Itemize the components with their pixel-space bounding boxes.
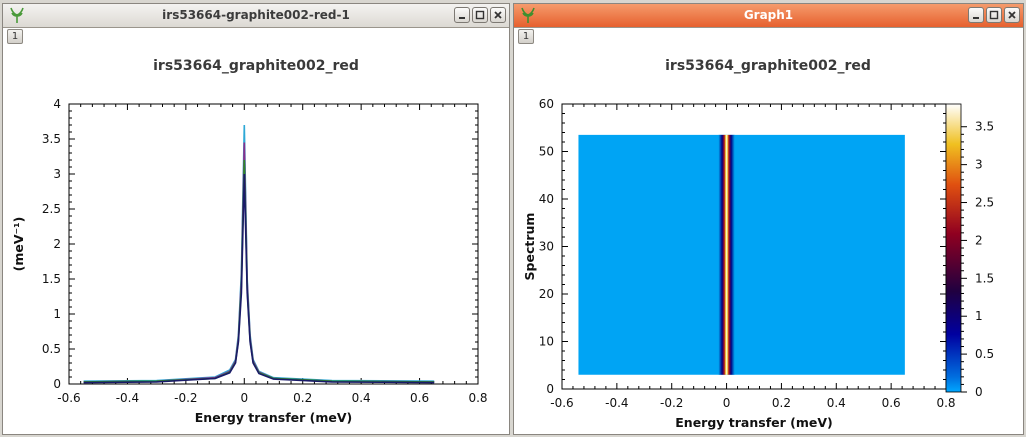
x-tick-label: -0.6 [550, 396, 573, 410]
x-tick-label: 0.4 [352, 391, 371, 405]
y-tick-label: 60 [539, 97, 554, 111]
x-tick-label: 0.2 [293, 391, 312, 405]
x-tick-label: 0 [240, 391, 248, 405]
y-tick-label: 3.5 [42, 132, 61, 146]
x-tick-label: 0.6 [410, 391, 429, 405]
y-tick-label: 10 [539, 335, 554, 349]
chart-title: irs53664_graphite002_red [153, 58, 359, 74]
minimize-button[interactable] [454, 7, 470, 23]
colorbar-tick-label: 0.5 [975, 347, 994, 361]
x-axis-label: Energy transfer (meV) [675, 415, 832, 430]
mantid-logo-icon [10, 7, 24, 23]
colorbar-tick-label: 1.5 [975, 271, 994, 285]
y-tick-label: 4 [53, 97, 61, 111]
layer-tab[interactable]: 1 [7, 29, 23, 44]
y-tick-label: 0 [53, 377, 61, 391]
x-tick-label: 0.6 [882, 396, 901, 410]
minimize-button[interactable] [968, 7, 984, 23]
colorbar-tick-label: 3.5 [975, 120, 994, 134]
y-tick-label: 50 [539, 145, 554, 159]
window-title: irs53664-graphite002-red-1 [162, 8, 350, 22]
x-tick-label: -0.4 [605, 396, 628, 410]
series-line-2 [83, 142, 435, 383]
close-icon [1008, 11, 1016, 19]
y-tick-label: 2 [53, 237, 61, 251]
line-plot[interactable]: irs53664_graphite002_red Energy transfer … [3, 4, 509, 434]
x-tick-label: -0.6 [57, 391, 80, 405]
x-tick-label: 0.8 [468, 391, 487, 405]
x-tick-label: 0.4 [827, 396, 846, 410]
y-axis-label: (meV⁻¹) [11, 217, 26, 272]
y-tick-label: 1 [53, 307, 61, 321]
minimize-icon [459, 17, 465, 19]
heatmap-ridge [718, 134, 735, 375]
x-tick-label: 0.2 [772, 396, 791, 410]
x-tick-label: -0.2 [660, 396, 683, 410]
close-icon [494, 11, 502, 19]
x-axis-label: Energy transfer (meV) [195, 410, 352, 425]
colorbar-tick-label: 1 [975, 309, 983, 323]
y-tick-label: 2.5 [42, 202, 61, 216]
series-line-1 [83, 124, 435, 382]
plot-window-1: irs53664-graphite002-red-1 1 irs53664_gr… [2, 3, 510, 435]
y-tick-label: 0.5 [42, 342, 61, 356]
x-tick-label: -0.2 [174, 391, 197, 405]
maximize-icon [989, 10, 999, 20]
layer-tab[interactable]: 1 [518, 29, 534, 44]
title-bar[interactable]: Graph1 [514, 4, 1023, 28]
x-tick-label: 0.8 [936, 396, 955, 410]
plot-window-2: Graph1 1 irs53664_graphite002_red Energy … [513, 3, 1024, 435]
y-tick-label: 1.5 [42, 272, 61, 286]
close-button[interactable] [1004, 7, 1020, 23]
y-tick-label: 40 [539, 192, 554, 206]
y-tick-label: 3 [53, 167, 61, 181]
y-tick-label: 30 [539, 240, 554, 254]
colorbar-tick-label: 2 [975, 233, 983, 247]
maximize-button[interactable] [986, 7, 1002, 23]
title-bar[interactable]: irs53664-graphite002-red-1 [3, 4, 509, 28]
colorbar [945, 103, 962, 393]
mantid-logo-icon [521, 7, 535, 23]
plot-frame [68, 103, 479, 385]
x-tick-label: 0 [723, 396, 731, 410]
series-line-3 [83, 159, 435, 383]
colorfill-plot[interactable]: irs53664_graphite002_red Energy transfer … [514, 4, 1023, 434]
heatmap-background [578, 134, 905, 375]
y-tick-label: 20 [539, 287, 554, 301]
y-axis-label: Spectrum [522, 213, 537, 281]
close-button[interactable] [490, 7, 506, 23]
window-title: Graph1 [743, 8, 794, 22]
colorbar-tick-label: 0 [975, 385, 983, 399]
minimize-icon [973, 17, 979, 19]
colorbar-tick-label: 3 [975, 158, 983, 172]
maximize-icon [475, 10, 485, 20]
maximize-button[interactable] [472, 7, 488, 23]
x-tick-label: -0.4 [116, 391, 139, 405]
chart-title: irs53664_graphite002_red [665, 58, 871, 74]
y-tick-label: 0 [546, 382, 554, 396]
series-line-4 [83, 173, 435, 384]
colorbar-tick-label: 2.5 [975, 196, 994, 210]
